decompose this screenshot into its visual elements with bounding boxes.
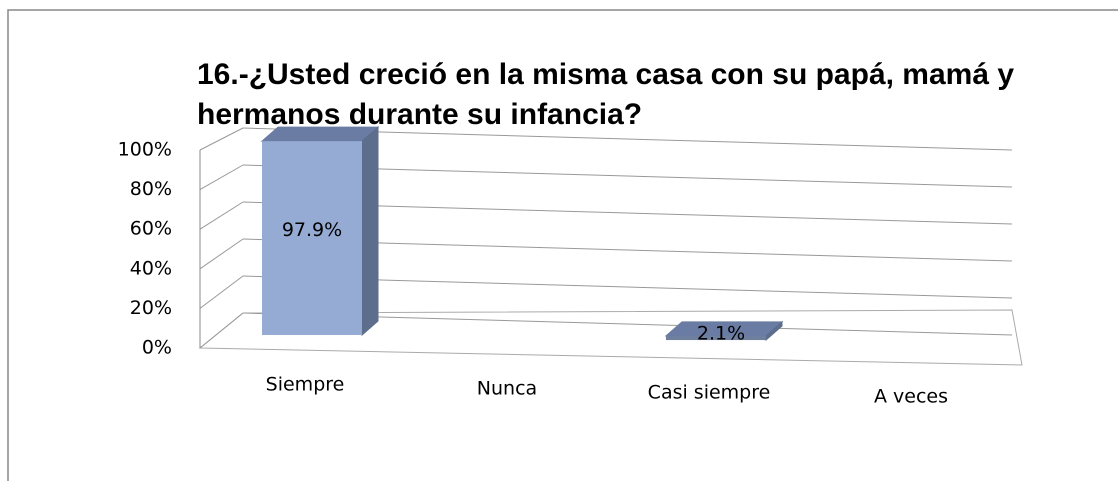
data-label: 97.9% xyxy=(282,219,342,241)
side-grid-line xyxy=(199,312,244,349)
x-tick-label: Siempre xyxy=(266,374,345,396)
side-grid-line xyxy=(199,164,244,191)
bar xyxy=(262,141,362,335)
x-tick-label: Casi siempre xyxy=(648,382,771,404)
y-tick-label: 20% xyxy=(130,297,172,319)
side-grid-line xyxy=(199,127,244,151)
side-grid-line xyxy=(199,201,244,230)
x-tick-label: A veces xyxy=(874,386,948,408)
bar xyxy=(666,335,766,341)
side-grid-line xyxy=(199,275,244,309)
chart-title: 16.-¿Usted creció en la misma casa con s… xyxy=(197,58,1015,131)
frame xyxy=(7,9,1118,481)
x-tick-label: Nunca xyxy=(477,378,537,400)
y-tick-label: 80% xyxy=(130,178,172,200)
y-tick-label: 40% xyxy=(130,257,172,279)
side-grid-line xyxy=(199,238,244,270)
data-label: 2.1% xyxy=(697,323,745,345)
y-tick-label: 60% xyxy=(130,218,172,240)
y-tick-label: 0% xyxy=(142,337,172,359)
y-tick-label: 100% xyxy=(118,139,172,161)
bar-side xyxy=(361,126,379,337)
